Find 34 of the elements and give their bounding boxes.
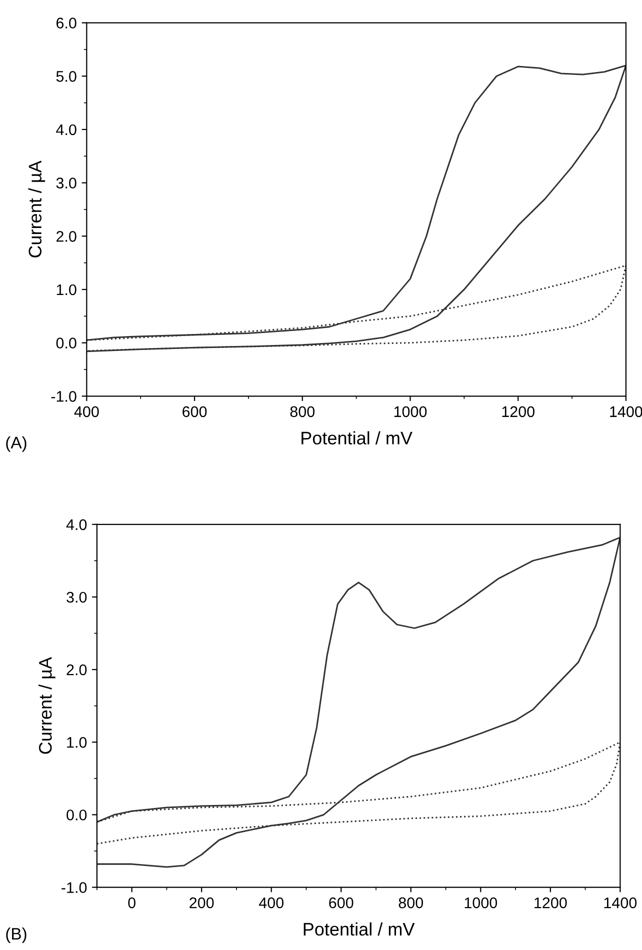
y-tick-label: 2.0 xyxy=(56,231,76,242)
x-tick-label: 200 xyxy=(190,897,214,908)
x-tick-label: 1000 xyxy=(464,897,498,908)
x-tick-label: 400 xyxy=(74,406,99,418)
y-tick-label: 0.0 xyxy=(66,810,87,820)
y-tick-label: 5.0 xyxy=(56,71,76,82)
x-tick-label: 400 xyxy=(258,897,284,908)
x-tick-label: 1000 xyxy=(394,406,427,418)
x-tick-label: 800 xyxy=(290,406,315,418)
y-tick-label: 3.0 xyxy=(66,592,87,603)
x-tick-label: 0 xyxy=(128,897,136,908)
x-tick-label: 1200 xyxy=(534,897,567,908)
y-tick-label: 4.0 xyxy=(66,519,87,530)
y-tick-label: 3.0 xyxy=(56,178,76,188)
y-tick-label: 2.0 xyxy=(66,664,87,676)
y-tick-label: 0.0 xyxy=(56,338,76,348)
y-tick-label: -1.0 xyxy=(62,882,87,893)
text: (A) xyxy=(6,436,26,452)
y-tick-label: 1.0 xyxy=(56,284,76,296)
y-tick-label: 4.0 xyxy=(56,124,76,136)
x-axis-title: Potential / mV xyxy=(302,431,412,444)
x-tick-label: 1400 xyxy=(604,897,637,908)
text: (B) xyxy=(6,927,26,943)
x-tick-label: 600 xyxy=(329,897,354,908)
x-tick-label: 1400 xyxy=(610,406,642,418)
x-tick-label: 1200 xyxy=(502,406,534,418)
y-tick-label: 6.0 xyxy=(56,18,76,28)
y-axis-title: Current / µA xyxy=(38,657,56,754)
y-tick-label: 1.0 xyxy=(67,737,87,748)
y-axis-title: Current / µA xyxy=(28,160,46,258)
x-tick-label: 800 xyxy=(398,897,424,908)
x-axis-title: Potential / mV xyxy=(304,922,415,936)
y-tick-label: -1.0 xyxy=(51,391,76,402)
x-tick-label: 600 xyxy=(182,406,207,418)
